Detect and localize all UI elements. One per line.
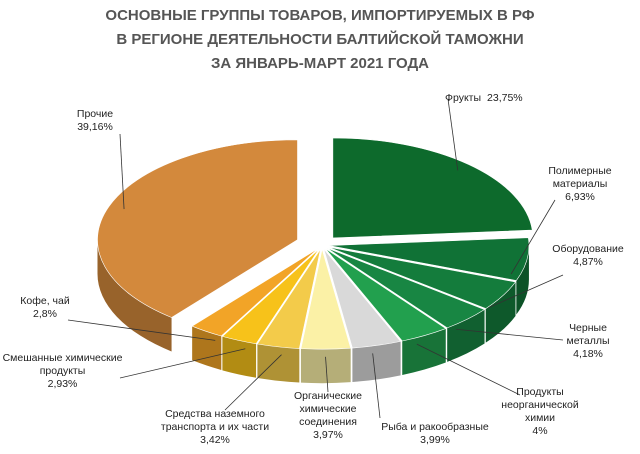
slice-label: Рыба и ракообразные 3,99% <box>375 421 495 447</box>
slice <box>97 139 298 318</box>
value-label: 3,97% <box>313 429 343 441</box>
slice-side <box>222 336 257 378</box>
value-label: 2,93% <box>47 378 78 390</box>
value-label: 4,87% <box>573 256 603 268</box>
category-label: Фрукты <box>445 92 482 104</box>
slice-label: Оборудование 4,87% <box>548 243 628 269</box>
category-label: Рыба и ракообразные <box>381 421 489 433</box>
chart-title: ОСНОВНЫЕ ГРУППЫ ТОВАРОВ, ИМПОРТИРУЕМЫХ В… <box>105 7 534 24</box>
chart-title: В РЕГИОНЕ ДЕЯТЕЛЬНОСТИ БАЛТИЙСКОЙ ТАМОЖН… <box>116 30 523 48</box>
leader-line <box>447 98 459 171</box>
value-label: 3,99% <box>420 434 450 446</box>
slice <box>300 249 352 350</box>
category-label: Средства наземного транспорта и их части <box>160 408 270 433</box>
category-label: Продукты неорганической химии <box>501 386 579 424</box>
category-label: Смешанные химические продукты <box>2 352 123 377</box>
leader-line <box>325 356 329 393</box>
slice <box>328 237 530 281</box>
slice <box>326 247 486 329</box>
slice-label: Смешанные химические продукты 2,93% <box>0 352 125 391</box>
slice-label: Органические химические соединения 3,97% <box>278 390 378 442</box>
value-label: 6,93% <box>565 191 595 203</box>
value-label: 4% <box>532 425 548 437</box>
category-label: Оборудование <box>552 243 624 255</box>
slice-label: Фрукты 23,75% <box>445 92 585 105</box>
slice <box>328 246 517 309</box>
slice <box>256 248 321 349</box>
category-label: Прочие <box>76 108 114 120</box>
category-label: Черные металлы <box>566 322 610 347</box>
slice <box>323 248 402 349</box>
slice <box>332 137 533 239</box>
slice-label: Продукты неорганической химии 4% <box>485 386 595 438</box>
slice-side <box>402 328 446 375</box>
slice-label: Полимерные материалы 6,93% <box>540 165 620 204</box>
slice-side <box>257 343 300 383</box>
chart-title: ЗА ЯНВАРЬ-МАРТ 2021 ГОДА <box>211 55 429 72</box>
slice-side <box>352 341 401 383</box>
leader-line <box>488 274 564 308</box>
category-label: Кофе, чай <box>20 295 70 307</box>
leader-line <box>510 199 556 275</box>
category-label: Полимерные материалы <box>548 165 612 190</box>
leader-line <box>372 353 381 419</box>
slice-label: Средства наземного транспорта и их части… <box>155 408 275 447</box>
slice-label: Кофе, чай 2,8% <box>5 295 85 321</box>
value-label: 3,42% <box>200 434 230 446</box>
slice-label: Прочие 39,16% <box>55 108 135 134</box>
slice-side <box>97 239 172 352</box>
leader-line <box>119 133 125 210</box>
slice-side <box>192 326 222 370</box>
value-label: 39,16% <box>77 121 113 133</box>
leader-line <box>224 354 282 411</box>
slice-side <box>485 281 516 343</box>
leader-line <box>416 343 521 396</box>
leader-line <box>119 348 246 379</box>
leader-line <box>455 328 564 341</box>
slice <box>325 248 447 342</box>
value-label: 4,18% <box>573 348 603 360</box>
value-label: 2,8% <box>33 308 57 320</box>
slice <box>191 248 319 337</box>
slice-label: Черные металлы 4,18% <box>548 322 628 361</box>
category-label: Органические химические соединения <box>294 390 362 428</box>
slice-side <box>516 245 529 315</box>
value-label: 23,75% <box>487 92 523 104</box>
slice-side <box>447 309 485 362</box>
slice <box>221 248 320 345</box>
leader-line <box>67 319 216 341</box>
